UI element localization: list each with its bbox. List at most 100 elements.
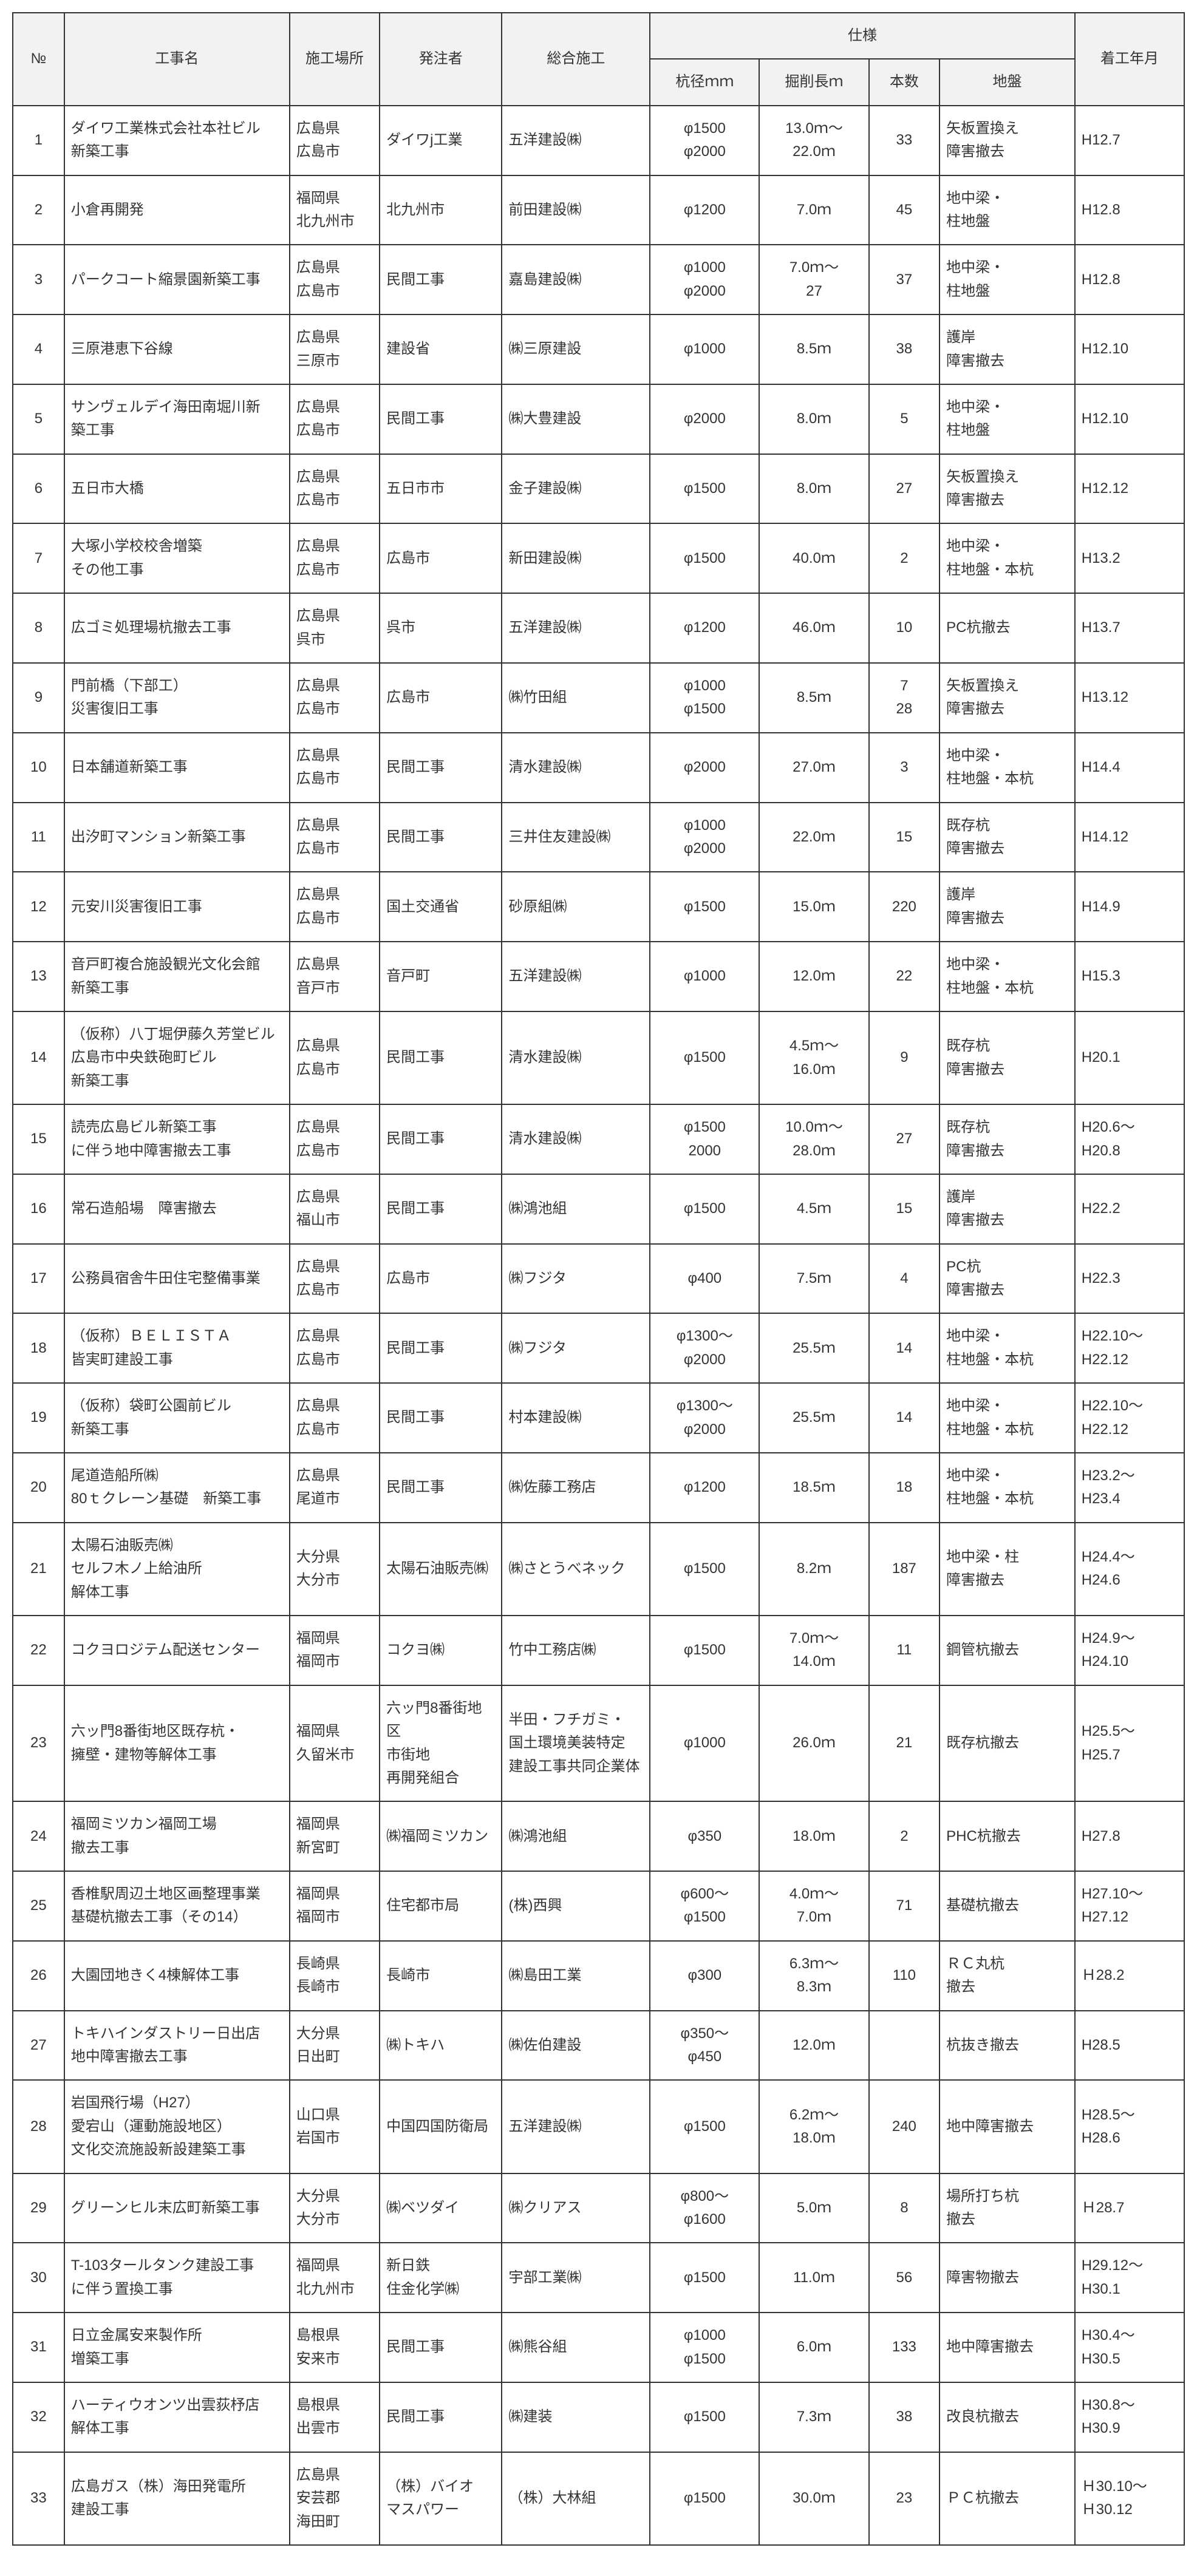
cell-ground: 杭抜き撤去 xyxy=(940,2011,1075,2081)
cell-contractor: 五洋建設㈱ xyxy=(502,942,650,1011)
cell-contractor: 五洋建設㈱ xyxy=(502,593,650,663)
cell-diameter: φ1200 xyxy=(650,175,759,245)
cell-count: 4 xyxy=(869,1244,940,1314)
cell-contractor: ㈱クリアス xyxy=(502,2173,650,2243)
cell-client: 民間工事 xyxy=(380,1174,502,1244)
cell-client: 中国四国防衛局 xyxy=(380,2080,502,2173)
cell-count: 27 xyxy=(869,454,940,524)
cell-name: 日本舗道新築工事 xyxy=(64,733,290,803)
cell-name: 大園団地きく4棟解体工事 xyxy=(64,1941,290,2011)
cell-contractor: ㈱熊谷組 xyxy=(502,2313,650,2382)
table-row: 16常石造船場 障害撤去広島県 福山市民間工事㈱鴻池組φ15004.5ｍ15護岸… xyxy=(13,1174,1184,1244)
cell-ground: 鋼管杭撤去 xyxy=(940,1616,1075,1685)
cell-location: 大分県 大分市 xyxy=(290,1523,380,1616)
cell-diameter: φ1500 2000 xyxy=(650,1104,759,1174)
cell-contractor: 清水建設㈱ xyxy=(502,1011,650,1104)
cell-date: Ｈ30.10～ Ｈ30.12 xyxy=(1075,2452,1184,2545)
cell-ground: 地中梁・ 柱地盤・本杭 xyxy=(940,942,1075,1011)
cell-client: 民間工事 xyxy=(380,245,502,314)
cell-ground: 基礎杭撤去 xyxy=(940,1871,1075,1941)
cell-ground: 地中障害撤去 xyxy=(940,2080,1075,2173)
cell-no: 30 xyxy=(13,2243,64,2313)
table-row: 29グリーンヒル末広町新築工事大分県 大分市㈱ベツダイ㈱クリアスφ800～ φ1… xyxy=(13,2173,1184,2243)
cell-client: 民間工事 xyxy=(380,1104,502,1174)
cell-client: 民間工事 xyxy=(380,2313,502,2382)
cell-ground: 地中梁・柱 障害撤去 xyxy=(940,1523,1075,1616)
cell-location: 福岡県 新宮町 xyxy=(290,1801,380,1871)
table-row: 33広島ガス（株）海田発電所 建設工事広島県 安芸郡 海田町（株）バイオ マスパ… xyxy=(13,2452,1184,2545)
cell-diameter: φ1300～ φ2000 xyxy=(650,1313,759,1383)
cell-diameter: φ1000 φ1500 xyxy=(650,2313,759,2382)
cell-date: H22.3 xyxy=(1075,1244,1184,1314)
cell-no: 22 xyxy=(13,1616,64,1685)
cell-date: H12.12 xyxy=(1075,454,1184,524)
table-row: 18（仮称）ＢＥＬＩＳＴＡ 皆実町建設工事広島県 広島市民間工事㈱フジタφ130… xyxy=(13,1313,1184,1383)
cell-no: 6 xyxy=(13,454,64,524)
cell-date: H22.2 xyxy=(1075,1174,1184,1244)
cell-no: 13 xyxy=(13,942,64,1011)
cell-location: 長崎県 長崎市 xyxy=(290,1941,380,2011)
cell-diameter: φ1000 φ2000 xyxy=(650,803,759,872)
cell-date: H12.8 xyxy=(1075,245,1184,314)
cell-diameter: φ2000 xyxy=(650,733,759,803)
cell-depth: 25.5ｍ xyxy=(759,1313,868,1383)
table-row: 30T-103タールタンク建設工事 に伴う置換工事福岡県 北九州市新日鉄 住金化… xyxy=(13,2243,1184,2313)
cell-name: ハーティウオンツ出雲荻杼店 解体工事 xyxy=(64,2382,290,2452)
cell-diameter: φ300 xyxy=(650,1941,759,2011)
cell-no: 16 xyxy=(13,1174,64,1244)
cell-name: （仮称）ＢＥＬＩＳＴＡ 皆実町建設工事 xyxy=(64,1313,290,1383)
cell-no: 28 xyxy=(13,2080,64,2173)
cell-count: 2 xyxy=(869,523,940,593)
cell-ground: 地中梁・ 柱地盤・本杭 xyxy=(940,523,1075,593)
cell-no: 29 xyxy=(13,2173,64,2243)
cell-location: 福岡県 北九州市 xyxy=(290,175,380,245)
header-ground: 地盤 xyxy=(940,59,1075,105)
cell-depth: 7.0ｍ～ 14.0ｍ xyxy=(759,1616,868,1685)
cell-contractor: ㈱大豊建設 xyxy=(502,384,650,454)
cell-location: 島根県 出雲市 xyxy=(290,2382,380,2452)
cell-contractor: 五洋建設㈱ xyxy=(502,2080,650,2173)
cell-ground: 地中梁・ 柱地盤 xyxy=(940,245,1075,314)
cell-ground: 地中障害撤去 xyxy=(940,2313,1075,2382)
cell-count xyxy=(869,2011,940,2081)
cell-name: 小倉再開発 xyxy=(64,175,290,245)
cell-depth: 8.5ｍ xyxy=(759,663,868,733)
cell-depth: 18.5ｍ xyxy=(759,1453,868,1523)
cell-diameter: φ1500 xyxy=(650,1616,759,1685)
cell-diameter: φ1500 φ2000 xyxy=(650,106,759,175)
cell-name: （仮称）袋町公園前ビル 新築工事 xyxy=(64,1383,290,1453)
cell-count: 15 xyxy=(869,803,940,872)
cell-count: 45 xyxy=(869,175,940,245)
cell-client: 新日鉄 住金化学㈱ xyxy=(380,2243,502,2313)
cell-name: 福岡ミツカン福岡工場 撤去工事 xyxy=(64,1801,290,1871)
cell-contractor: ㈱鴻池組 xyxy=(502,1801,650,1871)
cell-ground: 地中梁・ 柱地盤・本杭 xyxy=(940,1453,1075,1523)
cell-depth: 8.2ｍ xyxy=(759,1523,868,1616)
cell-location: 大分県 日出町 xyxy=(290,2011,380,2081)
cell-client: 北九州市 xyxy=(380,175,502,245)
cell-ground: 既存杭撤去 xyxy=(940,1685,1075,1802)
cell-ground: ＲＣ丸杭 撤去 xyxy=(940,1941,1075,2011)
cell-no: 18 xyxy=(13,1313,64,1383)
cell-diameter: φ1500 xyxy=(650,1174,759,1244)
table-row: 17公務員宿舎牛田住宅整備事業広島県 広島市広島市㈱フジタφ4007.5ｍ4PC… xyxy=(13,1244,1184,1314)
cell-client: 広島市 xyxy=(380,1244,502,1314)
header-location: 施工場所 xyxy=(290,13,380,106)
cell-diameter: φ1200 xyxy=(650,1453,759,1523)
cell-ground: 既存杭 障害撤去 xyxy=(940,1104,1075,1174)
cell-ground: PC杭撤去 xyxy=(940,593,1075,663)
cell-count: 38 xyxy=(869,2382,940,2452)
cell-count: 133 xyxy=(869,2313,940,2382)
cell-depth: 18.0ｍ xyxy=(759,1801,868,1871)
cell-location: 広島県 三原市 xyxy=(290,314,380,384)
cell-location: 広島県 安芸郡 海田町 xyxy=(290,2452,380,2545)
cell-client: 民間工事 xyxy=(380,733,502,803)
cell-location: 広島県 音戸市 xyxy=(290,942,380,1011)
cell-contractor: ㈱竹田組 xyxy=(502,663,650,733)
cell-diameter: φ1000 xyxy=(650,942,759,1011)
cell-ground: 改良杭撤去 xyxy=(940,2382,1075,2452)
cell-client: 民間工事 xyxy=(380,384,502,454)
cell-date: H27.8 xyxy=(1075,1801,1184,1871)
cell-name: サンヴェルデイ海田南堀川新 築工事 xyxy=(64,384,290,454)
cell-location: 広島県 広島市 xyxy=(290,872,380,942)
